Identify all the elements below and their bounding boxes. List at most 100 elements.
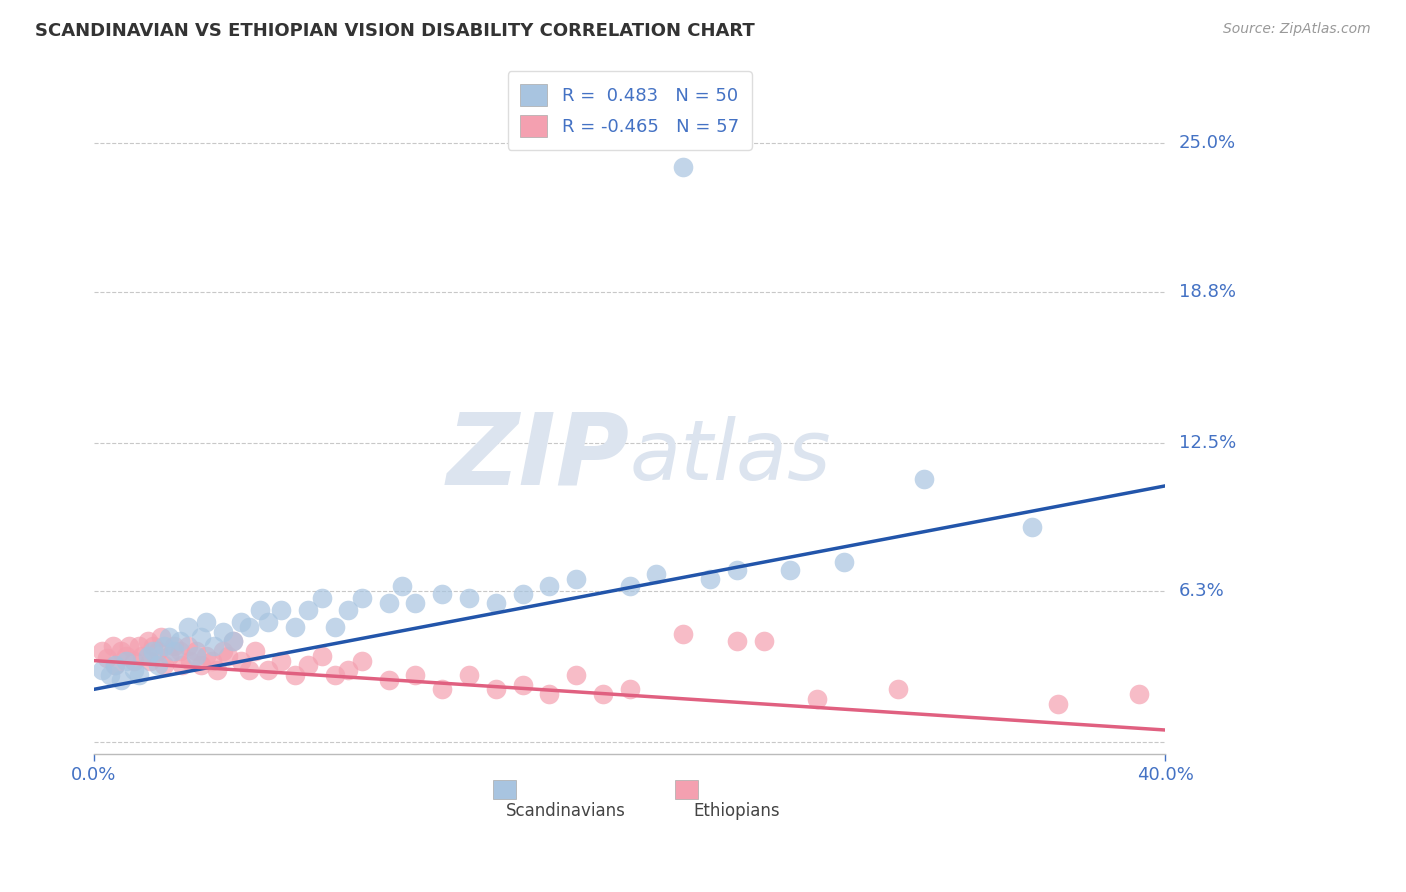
Point — [222, 634, 245, 648]
Point — [136, 634, 159, 648]
Point — [257, 615, 280, 630]
Point — [222, 634, 245, 648]
Point — [391, 579, 413, 593]
Point — [619, 579, 641, 593]
Point — [176, 620, 198, 634]
Point — [337, 663, 360, 677]
Point — [243, 644, 266, 658]
Point — [779, 563, 801, 577]
Point — [1021, 519, 1043, 533]
Point — [270, 603, 292, 617]
Point — [139, 654, 162, 668]
Point — [699, 572, 721, 586]
Point — [115, 654, 138, 668]
Point — [284, 668, 307, 682]
Point — [98, 668, 121, 682]
Point — [238, 620, 260, 634]
Point — [152, 639, 174, 653]
Point — [104, 658, 127, 673]
Text: 12.5%: 12.5% — [1178, 434, 1236, 451]
Point — [430, 586, 453, 600]
Point — [169, 634, 191, 648]
Point — [538, 687, 561, 701]
Point — [142, 644, 165, 658]
Point — [350, 654, 373, 668]
Point — [152, 658, 174, 673]
Point — [512, 586, 534, 600]
Point — [211, 644, 233, 658]
Point — [619, 682, 641, 697]
Point — [142, 639, 165, 653]
Point — [238, 663, 260, 677]
Point — [337, 603, 360, 617]
Point — [512, 677, 534, 691]
Point — [311, 591, 333, 606]
Point — [1047, 697, 1070, 711]
Point — [149, 630, 172, 644]
Point — [118, 639, 141, 653]
Point — [136, 648, 159, 663]
Point — [565, 572, 588, 586]
Text: Source: ZipAtlas.com: Source: ZipAtlas.com — [1223, 22, 1371, 37]
Point — [110, 644, 132, 658]
Point — [195, 648, 218, 663]
Point — [163, 644, 186, 658]
Point — [148, 658, 170, 673]
Point — [122, 654, 145, 668]
Point — [430, 682, 453, 697]
Point — [806, 692, 828, 706]
Point — [205, 663, 228, 677]
Point — [323, 668, 346, 682]
Point — [377, 596, 399, 610]
Point — [832, 556, 855, 570]
Point — [377, 673, 399, 687]
Point — [311, 648, 333, 663]
Point — [231, 615, 253, 630]
Point — [201, 654, 224, 668]
Point — [176, 639, 198, 653]
Point — [458, 668, 481, 682]
Point — [131, 648, 153, 663]
Point — [172, 658, 194, 673]
Point — [184, 644, 207, 658]
Point — [231, 654, 253, 668]
Point — [1128, 687, 1150, 701]
Point — [297, 603, 319, 617]
Point — [195, 615, 218, 630]
FancyBboxPatch shape — [675, 780, 699, 799]
Text: SCANDINAVIAN VS ETHIOPIAN VISION DISABILITY CORRELATION CHART: SCANDINAVIAN VS ETHIOPIAN VISION DISABIL… — [35, 22, 755, 40]
Point — [485, 596, 508, 610]
Text: 18.8%: 18.8% — [1178, 283, 1236, 301]
Point — [115, 648, 138, 663]
Point — [122, 663, 145, 677]
Point — [190, 630, 212, 644]
Point — [350, 591, 373, 606]
FancyBboxPatch shape — [492, 780, 516, 799]
Point — [101, 639, 124, 653]
Text: 25.0%: 25.0% — [1178, 135, 1236, 153]
Point — [645, 567, 668, 582]
Point — [538, 579, 561, 593]
Point — [672, 627, 695, 641]
Point — [211, 624, 233, 639]
Point — [104, 658, 127, 673]
Point — [249, 603, 271, 617]
Point — [404, 596, 426, 610]
Point — [91, 644, 114, 658]
Legend: R =  0.483   N = 50, R = -0.465   N = 57: R = 0.483 N = 50, R = -0.465 N = 57 — [508, 71, 752, 150]
Text: 6.3%: 6.3% — [1178, 582, 1225, 600]
Point — [565, 668, 588, 682]
Point — [128, 639, 150, 653]
Point — [179, 654, 201, 668]
Point — [184, 648, 207, 663]
Point — [204, 639, 226, 653]
Point — [257, 663, 280, 677]
Point — [217, 648, 239, 663]
Point — [190, 658, 212, 673]
Point — [96, 651, 118, 665]
Point — [725, 563, 748, 577]
Point — [163, 639, 186, 653]
Point — [912, 472, 935, 486]
Point — [886, 682, 908, 697]
Point — [169, 644, 191, 658]
